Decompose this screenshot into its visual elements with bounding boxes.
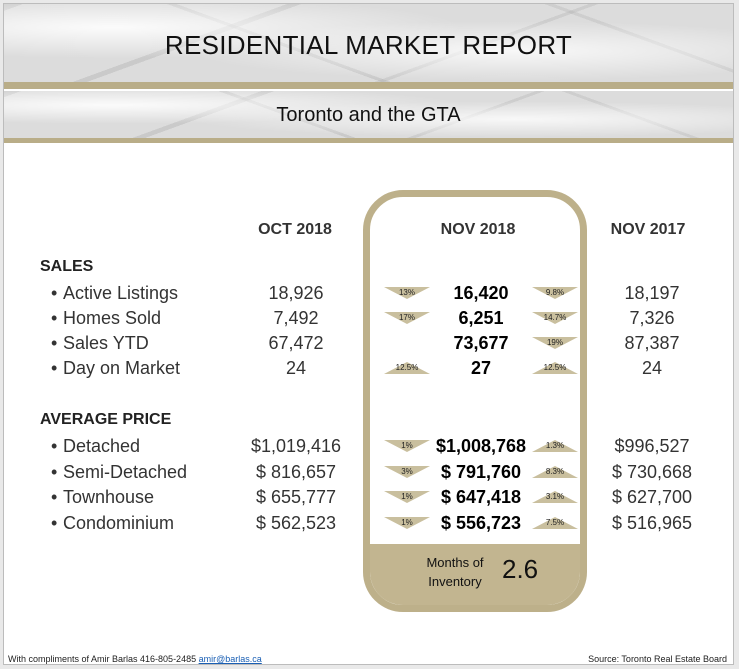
row-label: • Townhouse [51,487,155,507]
year-change-percent: 1.3% [545,441,565,450]
year-change-percent: 7.5% [545,517,565,527]
nov-2017-value: 7,326 [629,308,675,328]
row-label-text: Day on Market [63,358,181,378]
oct-2018-value: 24 [285,358,307,378]
nov-2018-value: 16,420 [453,283,509,303]
sales-heading: SALES [40,258,94,275]
footer-compliments: With compliments of Amir Barlas 416-805-… [8,654,262,664]
year-change-percent: 9.8% [545,288,565,297]
oct-2018-value: $ 655,777 [255,487,337,507]
triangle-up-icon: 12.5% [384,362,430,374]
year-change-percent: 19% [546,338,563,347]
subheader-gold-divider [4,138,733,143]
month-change-percent: 17% [398,313,415,322]
triangle-up-icon: 7.5% [532,516,578,529]
email-link[interactable]: amir@barlas.ca [198,654,262,664]
triangle-down-icon: 1% [384,440,430,452]
row-label: • Sales YTD [51,333,149,353]
oct-2018-value: $1,019,416 [250,436,342,456]
nov-2017-value: 24 [641,358,663,378]
row-label-text: Semi-Detached [63,461,188,482]
month-change-percent: 3% [401,466,413,476]
row-label: • Semi-Detached [51,461,188,482]
row-label-text: Condominium [63,512,175,533]
triangle-down-icon: 9.8% [532,287,578,299]
month-change-percent: 1% [401,441,413,450]
nov-2018-value: $1,008,768 [435,436,527,456]
triangle-down-icon: 14.7% [532,312,578,324]
footer-source: Source: Toronto Real Estate Board [588,654,727,664]
oct-2018-value: 7,492 [273,308,319,328]
report-subtitle: Toronto and the GTA [276,104,461,126]
triangle-down-icon: 19% [532,337,578,349]
row-label: • Active Listings [51,283,179,303]
report-card: RESIDENTIAL MARKET REPORT Toronto and th… [3,3,734,665]
row-label-text: Active Listings [63,283,179,303]
nov-2018-value: 27 [470,358,492,378]
triangle-down-icon: 1% [384,516,430,529]
header-marble-band [4,4,733,82]
nov-2017-value: $ 516,965 [611,512,693,533]
nov-2018-value: 73,677 [453,333,509,353]
month-change-percent: 13% [398,288,415,297]
nov-2017-value: $996,527 [614,436,690,456]
triangle-down-icon: 3% [384,465,430,478]
month-change-percent: 1% [401,517,413,527]
triangle-up-icon: 1.3% [532,440,578,452]
subheader-marble-band [4,91,733,138]
row-label-text: Townhouse [63,487,155,507]
nov-2018-value: $ 647,418 [440,487,522,507]
inventory-panel: Months of Inventory 2.6 [370,544,580,605]
column-header-nov-2017: NOV 2017 [610,221,686,238]
header-gold-divider [4,82,733,89]
triangle-down-icon: 1% [384,491,430,503]
year-change-percent: 8.3% [545,466,565,476]
row-label: • Condominium [51,512,175,533]
triangle-up-icon: 8.3% [532,465,578,478]
row-label-text: Sales YTD [63,333,149,353]
oct-2018-value: 18,926 [268,283,324,303]
year-change-percent: 3.1% [545,492,565,501]
inventory-value: 2.6 [502,554,539,584]
column-header-nov-2018: NOV 2018 [440,221,516,238]
oct-2018-value: 67,472 [268,333,324,353]
nov-2017-value: $ 730,668 [611,461,693,482]
footer-compliments-text: With compliments of Amir Barlas 416-805-… [8,654,197,664]
report-title: RESIDENTIAL MARKET REPORT [164,30,573,60]
triangle-down-icon: 13% [384,287,430,299]
average-price-heading: AVERAGE PRICE [40,411,172,428]
month-change-percent: 1% [401,492,413,501]
oct-2018-value: $ 816,657 [255,461,337,482]
triangle-up-icon: 3.1% [532,491,578,503]
column-header-oct-2018: OCT 2018 [258,221,332,238]
month-change-percent: 12.5% [395,363,419,372]
row-label-text: Detached [63,436,141,456]
row-label: • Day on Market [51,358,181,378]
year-change-percent: 14.7% [543,313,567,322]
nov-2017-value: 87,387 [624,333,680,353]
nov-2017-value: $ 627,700 [611,487,693,507]
nov-2018-value: 6,251 [458,308,504,328]
current-month-highlight: Months of Inventory 2.6 [363,190,587,612]
triangle-up-icon: 12.5% [532,362,578,374]
row-label-text: Homes Sold [63,308,162,328]
nov-2017-value: 18,197 [624,283,680,303]
inventory-label: Months of Inventory [426,555,484,589]
year-change-percent: 12.5% [543,363,567,372]
nov-2018-value: $ 791,760 [440,461,522,482]
row-label: • Detached [51,436,141,456]
nov-2018-value: $ 556,723 [440,512,522,533]
oct-2018-value: $ 562,523 [255,512,337,533]
row-label: • Homes Sold [51,308,162,328]
triangle-down-icon: 17% [384,312,430,324]
